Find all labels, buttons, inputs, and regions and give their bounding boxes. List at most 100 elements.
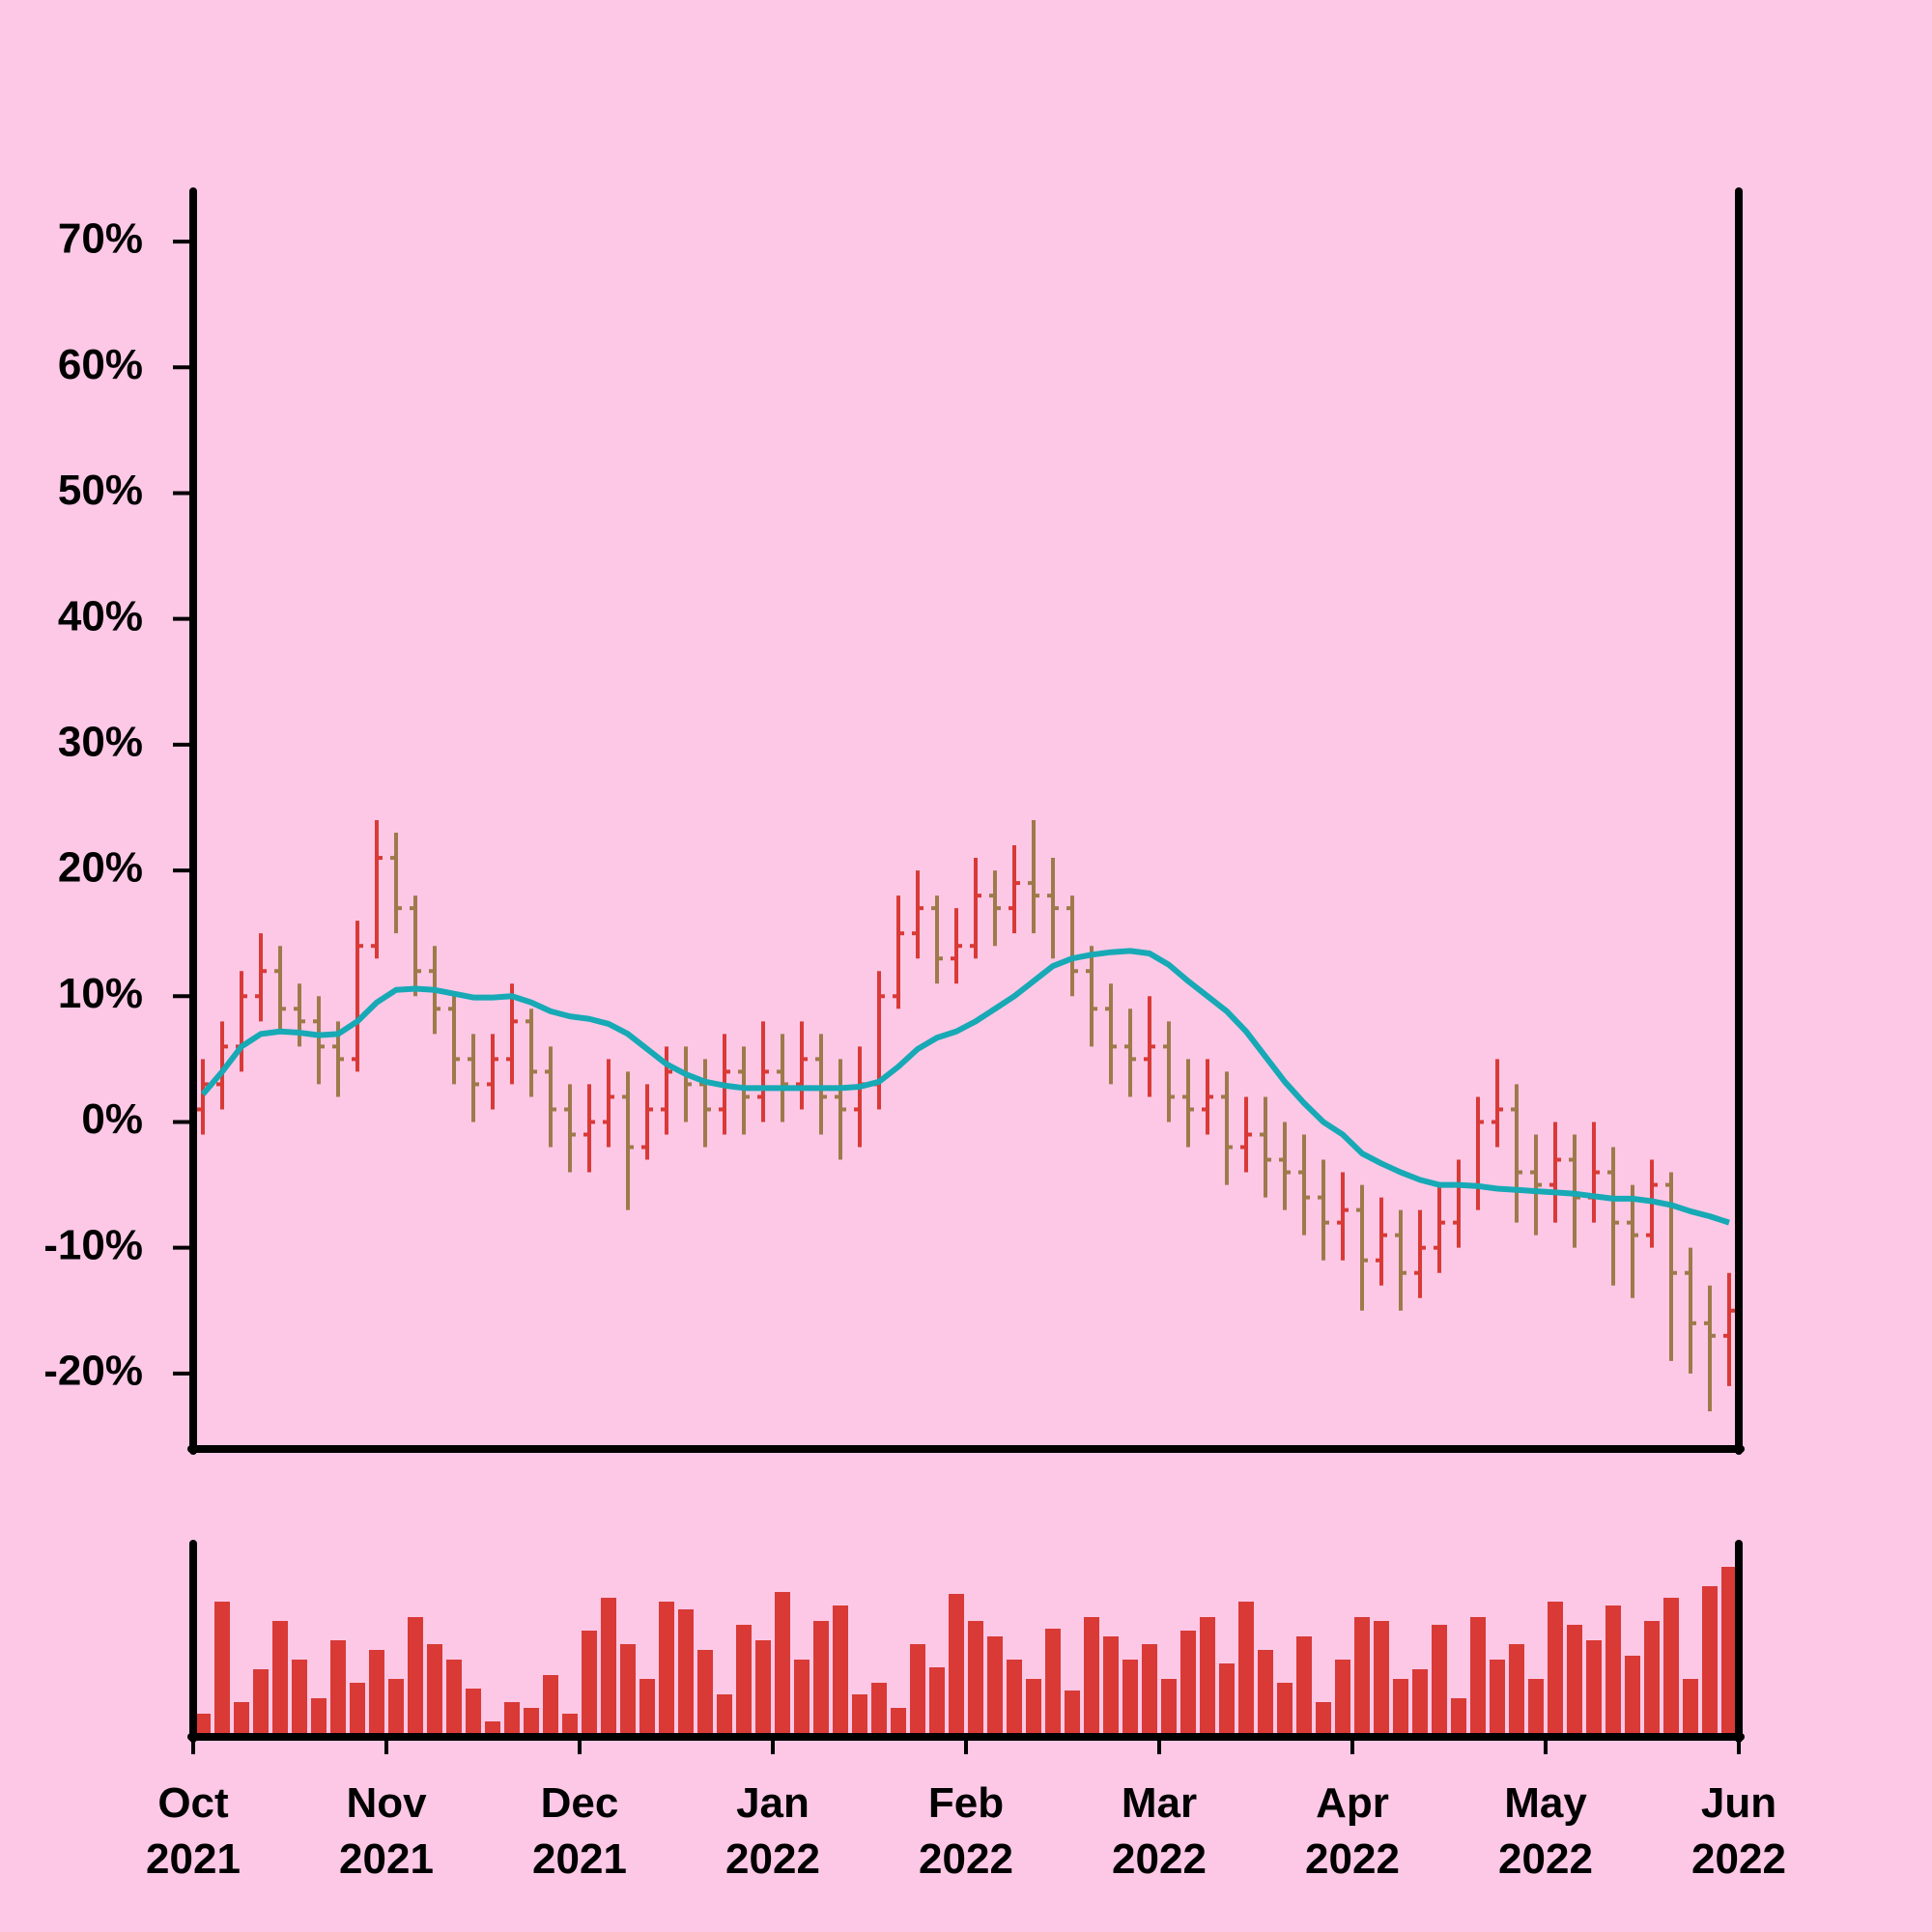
ohlc-bar [835,1059,846,1160]
y-tick-label: 70% [58,215,143,263]
ohlc-bar [545,1046,556,1148]
volume-bar [292,1660,307,1737]
volume-bar [1509,1644,1524,1737]
ohlc-bar [893,895,904,1009]
ohlc-bar [1665,1172,1677,1361]
ohlc-bar [1704,1285,1716,1411]
volume-bar [1470,1617,1486,1737]
volume-bar [639,1679,655,1737]
ohlc-bar [1221,1071,1233,1185]
ohlc-bar [1260,1096,1271,1198]
ohlc-bar [1066,895,1078,997]
y-tick-label: -10% [43,1221,143,1268]
volume-bar [1103,1636,1119,1737]
ohlc-bar [641,1084,653,1160]
volume-bar [1200,1617,1215,1737]
ohlc-bar [1395,1209,1406,1311]
volume-bar [987,1636,1003,1737]
volume-bar [929,1667,945,1737]
ohlc-bar [216,1021,228,1110]
volume-bar [891,1708,906,1737]
x-tick-label: Mar 2022 [1112,1779,1207,1883]
ohlc-bar [468,1034,479,1122]
ohlc-bar [1163,1021,1175,1122]
ohlc-bar [564,1084,576,1173]
ohlc-bar [583,1084,595,1173]
ohlc-bar [951,908,962,984]
ohlc-bar [873,971,885,1110]
volume-bar [620,1644,636,1737]
x-tick-label: Nov 2021 [339,1779,434,1883]
ohlc-bar [1549,1122,1561,1223]
ohlc-bar [757,1021,769,1122]
volume-bar [1219,1663,1235,1737]
volume-bar [1451,1698,1466,1737]
ohlc-bar [526,1009,537,1097]
ohlc-bar [622,1071,634,1210]
ohlc-bar [1434,1184,1445,1273]
ohlc-bar [989,870,1001,947]
ohlc-bar [410,895,421,997]
ohlc-bar [274,946,286,1035]
volume-bar [852,1694,867,1737]
volume-bar [582,1631,597,1737]
ohlc-bar [1492,1059,1503,1148]
ohlc-bar [1279,1122,1291,1210]
ohlc-bar [1530,1134,1542,1236]
ohlc-bar [197,1059,209,1135]
volume-bar [1026,1679,1041,1737]
moving-average-line [200,948,1730,1226]
volume-bar [446,1660,462,1737]
volume-bar [1122,1660,1138,1737]
volume-bar [562,1714,578,1737]
volume-bar [775,1592,790,1737]
ohlc-bar [1453,1159,1464,1248]
volume-bar [1354,1617,1370,1737]
volume-bar [1490,1660,1505,1737]
y-tick-label: 30% [58,719,143,766]
volume-bar [272,1621,288,1737]
ohlc-bar [1047,858,1059,959]
y-tick-label: 0% [81,1095,143,1143]
ohlc-bar [1240,1096,1252,1173]
volume-bar [717,1694,732,1737]
volume-bar [1296,1636,1312,1737]
volume-bar [813,1621,829,1737]
volume-bar [871,1683,887,1737]
y-tick-label: -20% [43,1348,143,1395]
ohlc-bar [603,1059,614,1148]
y-tick-label: 40% [58,592,143,639]
ohlc-bar [815,1034,827,1135]
ohlc-bar [1356,1184,1368,1311]
ohlc-bar [1086,946,1097,1047]
volume-bar [1374,1621,1389,1737]
volume-bar [1335,1660,1350,1737]
volume-bar [1663,1598,1679,1737]
x-tick-label: Dec 2021 [532,1779,627,1883]
y-tick-label: 60% [58,341,143,388]
volume-bar [388,1679,404,1737]
ohlc-bar [506,983,518,1085]
volume-bar [214,1602,230,1737]
ohlc-bar [854,1046,866,1148]
ohlc-bar [680,1046,692,1122]
volume-bar [678,1609,694,1737]
volume-bar [968,1621,983,1737]
volume-bar [1084,1617,1099,1737]
ohlc-bar [371,820,383,959]
volume-bar [1180,1631,1196,1737]
volume-bar [949,1594,964,1737]
volume-bar [1432,1625,1447,1737]
volume-bar [1277,1683,1293,1737]
ohlc-bar [1376,1197,1387,1286]
ohlc-bar [1607,1147,1619,1286]
ohlc-bar [352,921,363,1072]
volume-bar [253,1669,269,1737]
ohlc-bar [1723,1272,1735,1386]
ohlc-bar [448,996,460,1085]
ohlc-bar [970,858,981,959]
ohlc-bar [1414,1209,1426,1298]
volume-bar [1548,1602,1563,1737]
volume-bar [311,1698,327,1737]
volume-bar [1045,1629,1061,1737]
